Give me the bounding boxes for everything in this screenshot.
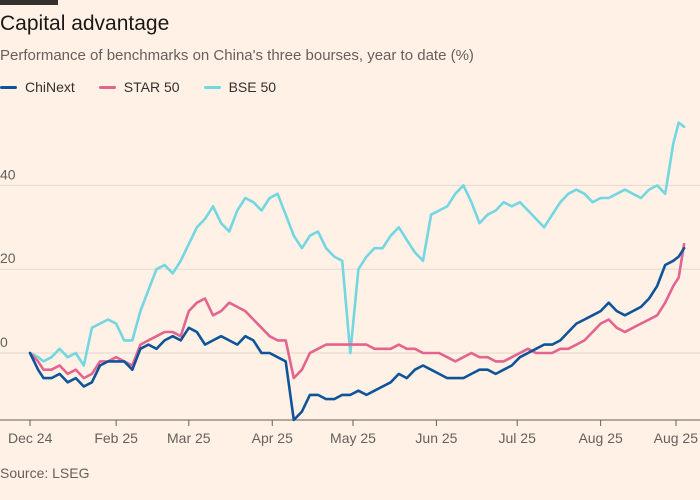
chart-subtitle: Performance of benchmarks on China's thr… [0, 47, 474, 64]
legend-item-bse50: BSE 50 [203, 79, 277, 95]
series-line-star50 [28, 242, 686, 380]
legend-label-bse50: BSE 50 [228, 79, 277, 95]
y-tick-label-20: 20 [0, 250, 16, 266]
x-tick-label-7: Aug 25 [578, 430, 623, 446]
x-tick-label-6: Jul 25 [499, 430, 537, 446]
legend-swatch-bse50 [203, 85, 221, 89]
y-tick-label-40: 40 [0, 166, 16, 182]
legend-item-star50: STAR 50 [98, 79, 180, 95]
legend-swatch-chinext [0, 85, 17, 89]
x-tick-label-5: Jun 25 [415, 430, 457, 446]
y-tick-label-0: 0 [0, 334, 8, 350]
legend-label-star50: STAR 50 [123, 79, 180, 95]
x-tick-label-2: Mar 25 [167, 430, 211, 446]
x-axis: Dec 24 Feb 25 Mar 25 Apr 25 May 25 Jun 25 Jul … [0, 419, 700, 446]
legend-swatch-star50 [98, 85, 116, 89]
chart-title: Capital advantage [0, 12, 170, 35]
x-tick-label-3: Apr 25 [252, 430, 293, 446]
x-tick-label-0: Dec 24 [8, 430, 53, 446]
series-line-bse50 [28, 121, 686, 367]
legend-item-chinext: ChiNext [0, 79, 75, 95]
legend-label-chinext: ChiNext [25, 79, 75, 95]
x-tick-label-1: Feb 25 [94, 430, 138, 446]
x-tick-label-4: May 25 [330, 430, 376, 446]
y-tick-labels: 0 20 40 [0, 166, 16, 350]
series-lines [28, 121, 686, 422]
brand-bar [0, 0, 58, 5]
x-tick-label-8: Aug 25 [654, 430, 699, 446]
source-note: Source: LSEG [0, 465, 90, 481]
series-line-chinext [28, 246, 686, 422]
legend: ChiNext STAR 50 BSE 50 [0, 79, 276, 95]
